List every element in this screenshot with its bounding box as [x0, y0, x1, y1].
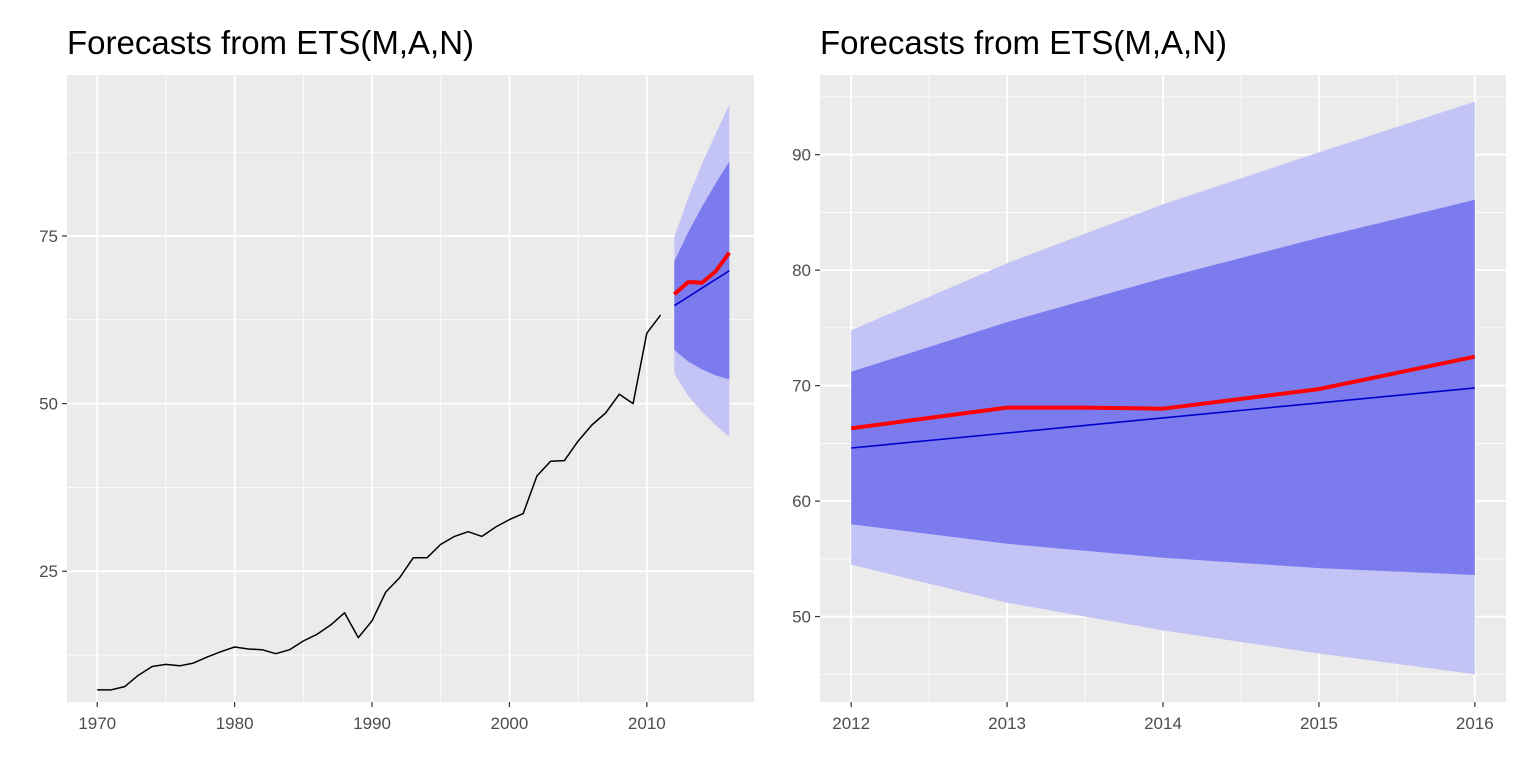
y-tick-label: 50 — [39, 395, 58, 414]
y-tick-label: 80 — [792, 261, 811, 280]
right-chart-plot: 50 60 70 80 90 2012 2013 2014 2015 2016 — [792, 75, 1506, 733]
x-tick-label: 2010 — [628, 714, 666, 733]
red-forecast-line — [672, 251, 731, 296]
left-chart-plot: 25 50 75 1970 1980 1990 2000 2010 — [39, 75, 754, 733]
point-forecast-line — [851, 387, 1475, 449]
chart-title: Forecasts from ETS(M,A,N) — [820, 24, 1228, 61]
left-chart: Forecasts from ETS(M,A,N) 25 50 75 1970 1980… — [39, 24, 754, 733]
y-tick-label: 90 — [792, 146, 811, 165]
forecast-band-80 — [851, 199, 1475, 575]
y-tick-label: 50 — [792, 608, 811, 627]
x-tick-label: 2014 — [1144, 714, 1182, 733]
x-tick-label: 1990 — [353, 714, 391, 733]
red-forecast-line — [850, 354, 1476, 431]
x-tick-label: 2013 — [988, 714, 1026, 733]
y-tick-label: 70 — [792, 377, 811, 396]
y-tick-label: 75 — [39, 227, 58, 246]
x-tick-label: 2012 — [832, 714, 870, 733]
chart-title: Forecasts from ETS(M,A,N) — [67, 24, 475, 61]
x-tick-label: 1980 — [216, 714, 254, 733]
forecast-band-80 — [674, 161, 730, 380]
plot-panel — [67, 75, 754, 702]
x-tick-label: 2016 — [1456, 714, 1494, 733]
x-tick-label: 2000 — [491, 714, 529, 733]
y-tick-label: 25 — [39, 562, 58, 581]
x-tick-label: 1970 — [78, 714, 116, 733]
point-forecast-line — [673, 270, 730, 307]
x-tick-label: 2015 — [1300, 714, 1338, 733]
history-line — [97, 314, 662, 691]
right-chart: Forecasts from ETS(M,A,N) 50 60 70 80 90 2012… — [768, 0, 1536, 768]
y-tick-label: 60 — [792, 492, 811, 511]
